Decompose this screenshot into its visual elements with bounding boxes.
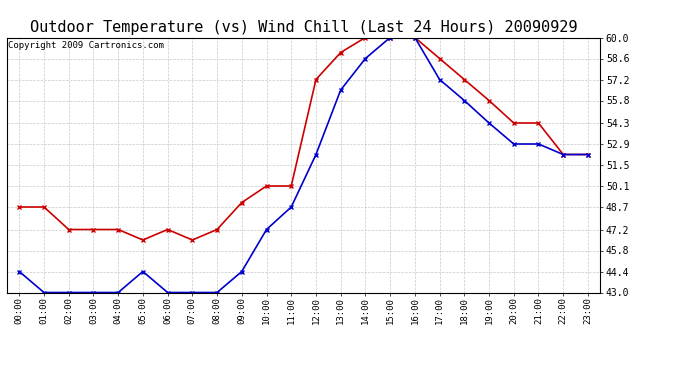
- Title: Outdoor Temperature (vs) Wind Chill (Last 24 Hours) 20090929: Outdoor Temperature (vs) Wind Chill (Las…: [30, 20, 578, 35]
- Text: Copyright 2009 Cartronics.com: Copyright 2009 Cartronics.com: [8, 41, 164, 50]
